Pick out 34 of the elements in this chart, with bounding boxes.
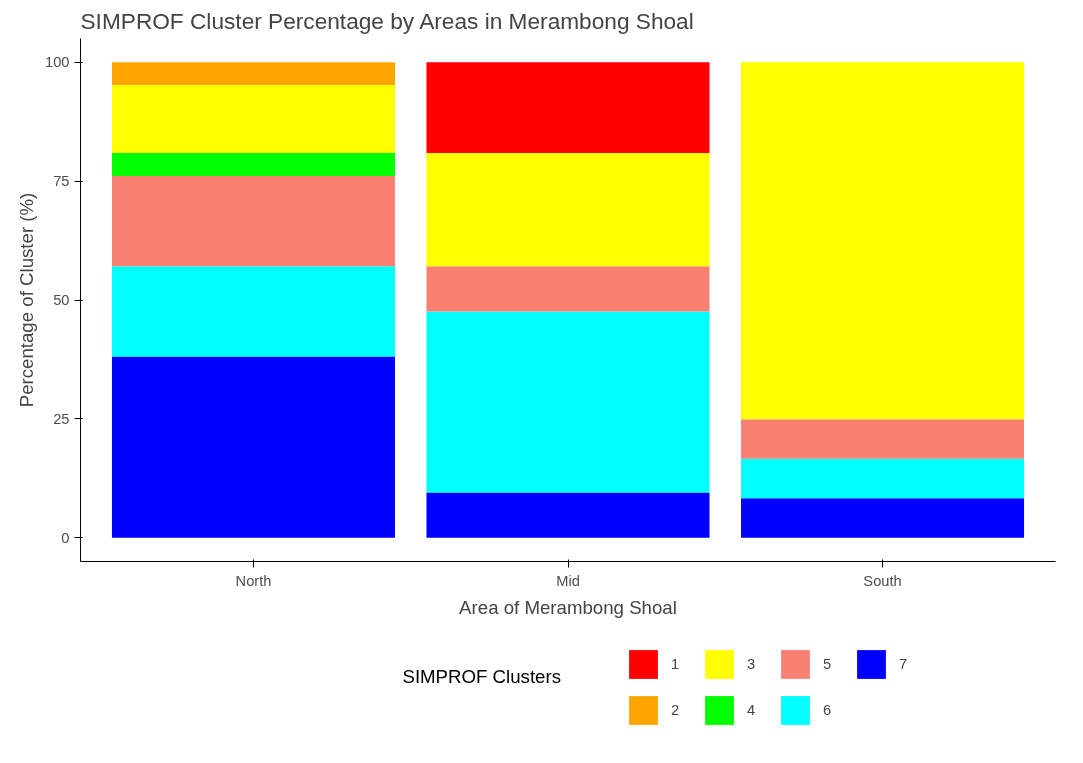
x-tick-label: South — [863, 572, 902, 589]
bar — [111, 85, 396, 154]
x-axis-title: Area of Merambong Shoal — [459, 596, 677, 618]
bar — [740, 498, 1025, 538]
legend-label: 3 — [747, 656, 757, 672]
legend-label: 6 — [823, 702, 833, 718]
legend-label: 2 — [671, 702, 681, 718]
bar — [740, 62, 1025, 420]
y-tick-label: 50 — [53, 292, 70, 308]
bar — [740, 458, 1025, 499]
legend-title: SIMPROF Clusters — [402, 666, 562, 687]
legend-label: 4 — [747, 702, 757, 718]
y-tick-label: 25 — [53, 410, 70, 427]
x-tick-label: North — [235, 572, 272, 589]
bar — [111, 153, 396, 176]
bar — [111, 356, 396, 538]
bar — [111, 175, 396, 267]
bar — [426, 153, 710, 267]
bar — [426, 492, 710, 538]
legend-label: 1 — [671, 656, 681, 672]
bar — [426, 266, 710, 312]
y-tick-label: 75 — [53, 173, 70, 190]
bar — [111, 62, 396, 86]
y-axis-title: Percentage of Cluster (%) — [16, 192, 38, 408]
bar — [426, 62, 710, 154]
legend-label: 7 — [899, 656, 909, 672]
chart-title: SIMPROF Cluster Percentage by Areas in Merambong Shoal — [80, 7, 694, 34]
legend-label: 5 — [823, 656, 833, 672]
x-tick-label: Mid — [556, 572, 580, 589]
bar — [740, 419, 1025, 459]
y-tick-label: 0 — [61, 529, 70, 546]
bar — [426, 311, 710, 493]
bar — [111, 266, 396, 357]
y-tick-label: 100 — [45, 54, 70, 71]
